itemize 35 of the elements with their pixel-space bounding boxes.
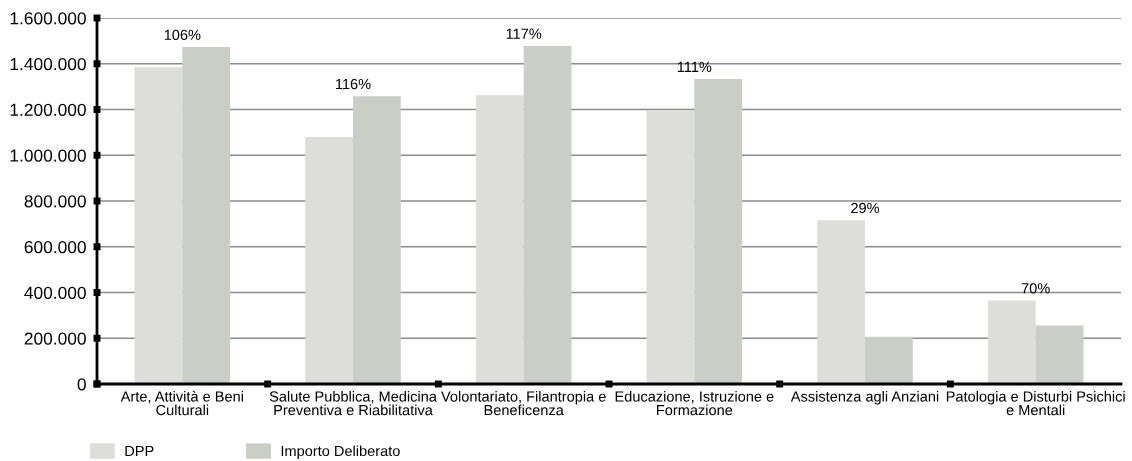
bar (987, 300, 1036, 384)
bar (646, 110, 695, 384)
annotation: 106% (164, 29, 201, 40)
bar (694, 79, 743, 384)
annotation: 70% (1021, 283, 1050, 294)
x-tick-label: Educazione, Istruzione e Formazione (615, 390, 774, 416)
annotation: 29% (851, 202, 880, 214)
y-tick-label: 1.400.000 (10, 57, 86, 71)
y-tick-label: 200.000 (24, 332, 86, 345)
annotation: 116% (336, 78, 371, 90)
legend-label: DPP (125, 445, 154, 456)
bar (305, 136, 353, 384)
y-tick-label: 600.000 (24, 240, 86, 254)
bar (134, 67, 183, 384)
y-tick-label: 1.200.000 (10, 103, 86, 116)
y-tick-label: 800.000 (24, 195, 86, 208)
bar (353, 96, 401, 384)
legend-label: Importo Deliberato (281, 445, 400, 459)
x-tick-label: Arte, Attività e Beni Culturali (120, 390, 243, 416)
bar (817, 220, 865, 384)
bar (523, 45, 572, 384)
bar (475, 95, 524, 384)
annotation: 111% (677, 61, 712, 72)
y-tick-label: 1.600.000 (10, 12, 86, 25)
y-tick-label: 400.000 (24, 286, 86, 299)
x-tick-label: Patologia e Disturbi Psichici e Mentali (946, 390, 1125, 416)
x-tick-label: Assistenza agli Anziani (790, 390, 939, 405)
bar (182, 47, 231, 384)
annotation: 117% (506, 28, 542, 39)
x-tick-label: Salute Pubblica, Medicina Preventiva e Riabilitativa (269, 390, 437, 416)
bar (865, 336, 913, 384)
x-tick-label: Volontariato, Filantropia e Beneficenza (441, 390, 606, 416)
y-tick-label: 1.000.000 (10, 149, 86, 162)
y-tick-label: 0 (77, 378, 86, 391)
bar (1035, 325, 1084, 384)
